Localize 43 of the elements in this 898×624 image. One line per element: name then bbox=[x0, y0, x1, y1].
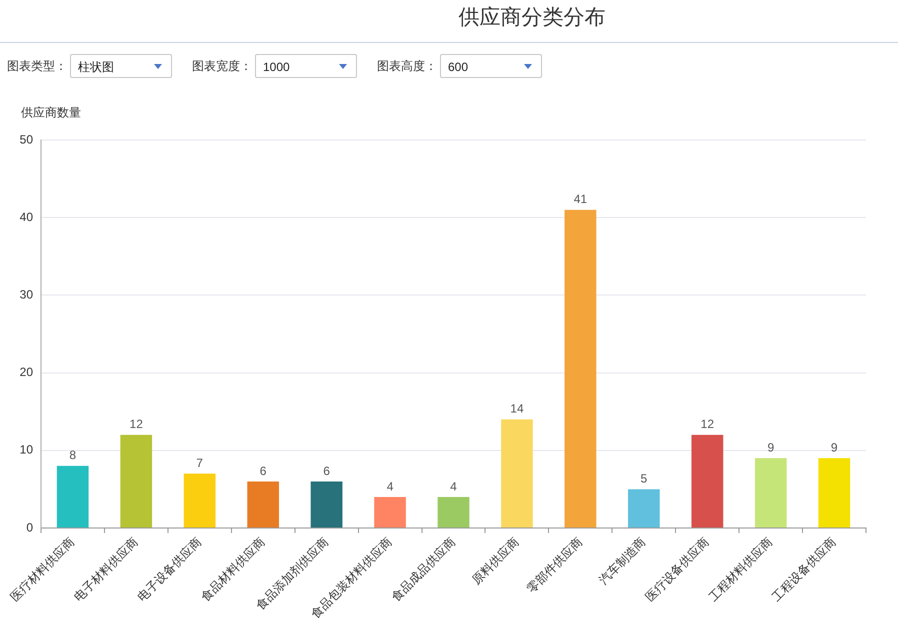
dropdown-field: 柱状图 bbox=[70, 54, 172, 78]
y-tick-label: 40 bbox=[20, 210, 34, 224]
bar bbox=[818, 458, 850, 528]
y-axis-title: 供应商数量 bbox=[21, 105, 81, 120]
data-label: 4 bbox=[450, 479, 458, 494]
dropdown-field: 1000 bbox=[255, 54, 357, 78]
y-tick-label: 50 bbox=[20, 132, 34, 146]
bar bbox=[56, 466, 89, 528]
bar bbox=[120, 434, 152, 528]
bar bbox=[628, 489, 660, 528]
data-label: 4 bbox=[386, 479, 394, 494]
bar bbox=[247, 481, 279, 528]
data-label: 14 bbox=[510, 402, 524, 416]
bar bbox=[691, 434, 724, 528]
data-label: 5 bbox=[640, 472, 648, 486]
x-tick-label: 零部件供应商 bbox=[524, 534, 585, 596]
chart-title: 供应商分类分布 bbox=[458, 5, 606, 31]
bar bbox=[501, 419, 533, 528]
x-tick-label: 原料供应商 bbox=[469, 534, 522, 587]
data-label: 6 bbox=[323, 464, 330, 478]
data-label: 7 bbox=[196, 456, 204, 470]
data-label: 9 bbox=[830, 440, 838, 454]
data-label: 12 bbox=[130, 417, 144, 432]
data-label: 9 bbox=[767, 440, 774, 454]
data-label: 6 bbox=[260, 464, 267, 478]
x-tick-label: 汽车制造商 bbox=[596, 534, 648, 587]
text: 图表宽度： bbox=[192, 58, 252, 74]
bar bbox=[184, 474, 216, 528]
y-tick-label: 10 bbox=[20, 442, 34, 457]
y-tick-label: 0 bbox=[26, 520, 34, 534]
y-tick-label: 30 bbox=[20, 288, 34, 302]
bar bbox=[564, 210, 596, 528]
bar bbox=[754, 458, 787, 528]
data-label: 41 bbox=[574, 192, 588, 206]
data-label: 12 bbox=[700, 417, 714, 432]
bar bbox=[438, 496, 470, 528]
dropdown-field: 600 bbox=[440, 54, 542, 78]
bar bbox=[310, 481, 342, 528]
data-label: 8 bbox=[69, 448, 76, 462]
bar bbox=[374, 496, 406, 528]
y-tick-label: 20 bbox=[20, 365, 34, 380]
text: 图表高度： bbox=[377, 58, 437, 74]
text: 图表类型： bbox=[7, 58, 67, 74]
